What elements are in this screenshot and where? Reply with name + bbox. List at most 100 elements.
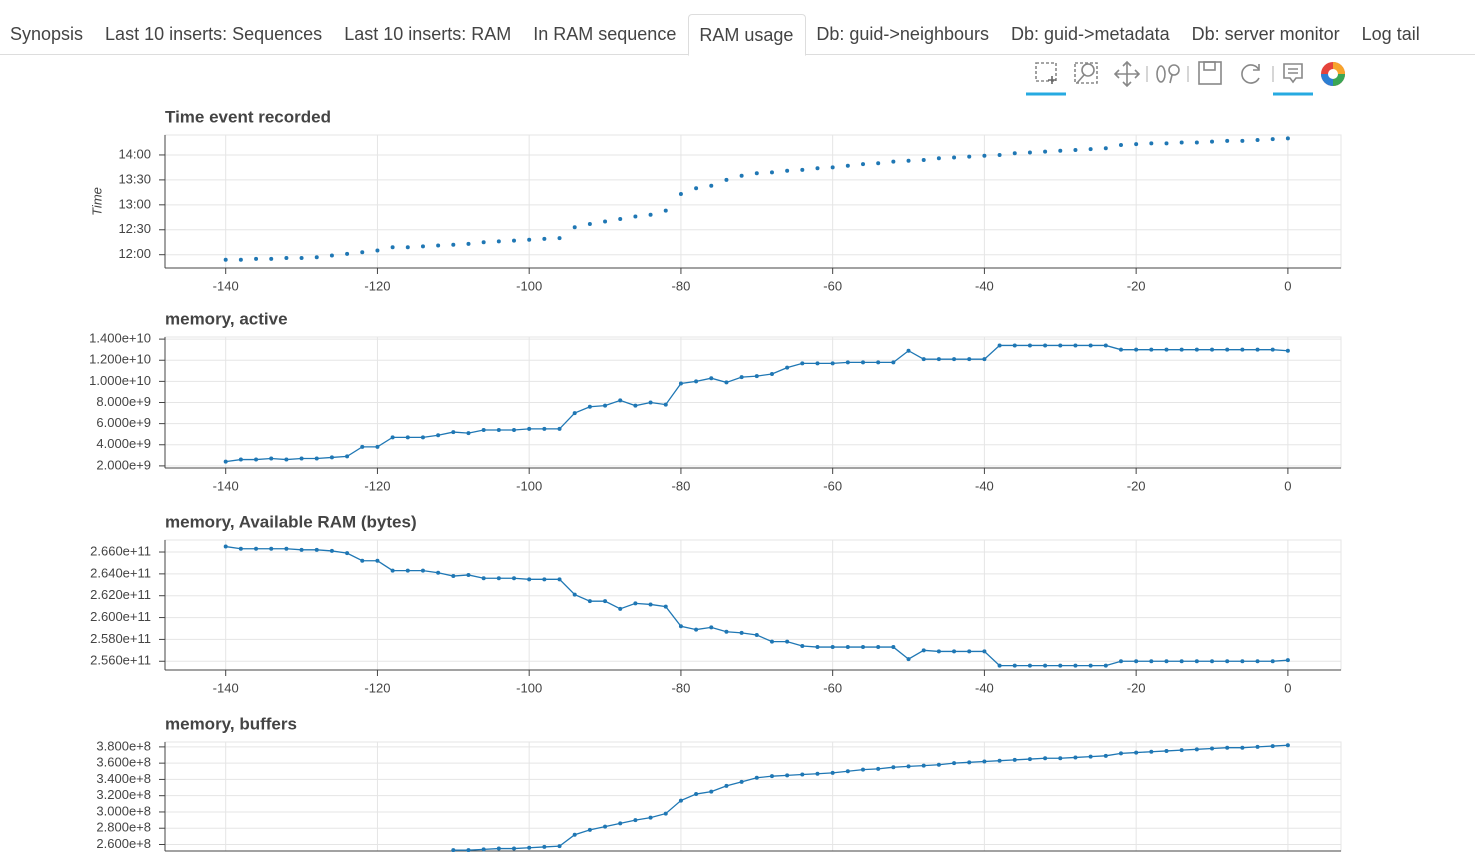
tab[interactable]: Log tail: [1361, 24, 1420, 44]
data-line: [453, 744, 1288, 851]
data-point: [678, 192, 683, 197]
data-point: [542, 844, 547, 849]
x-tick-label: 0: [1284, 478, 1291, 493]
data-point: [451, 848, 456, 852]
data-point: [1225, 659, 1230, 664]
tab[interactable]: Last 10 inserts: RAM: [344, 24, 512, 44]
hover-tool[interactable]: [1273, 63, 1313, 96]
data-point: [1149, 749, 1154, 754]
bokeh-logo[interactable]: [1321, 62, 1345, 86]
data-point: [1118, 142, 1123, 147]
tab[interactable]: Db: server monitor: [1191, 24, 1340, 44]
data-point: [329, 253, 334, 258]
data-point: [800, 361, 805, 366]
data-point: [876, 161, 881, 166]
tab[interactable]: Db: guid->neighbours: [816, 24, 989, 44]
data-point: [496, 846, 501, 851]
y-tick-label: 4.000e+9: [96, 436, 151, 451]
tab[interactable]: Synopsis: [10, 24, 84, 44]
chart-title: Time event recorded: [165, 107, 331, 126]
tab[interactable]: Db: guid->metadata: [1011, 24, 1170, 44]
x-tick-label: -40: [975, 278, 994, 293]
data-point: [1118, 659, 1123, 664]
data-point: [299, 256, 304, 261]
data-point: [1043, 149, 1048, 154]
data-point: [238, 546, 243, 551]
data-point: [997, 343, 1002, 348]
data-point: [648, 212, 653, 217]
data-point: [557, 236, 562, 241]
reset-tool[interactable]: [1241, 64, 1260, 84]
data-point: [314, 456, 319, 461]
data-point: [967, 154, 972, 159]
data-point: [1058, 148, 1063, 153]
y-tick-label: 13:00: [118, 196, 151, 211]
data-point: [512, 238, 517, 243]
data-point: [724, 783, 729, 788]
data-point: [329, 548, 334, 553]
data-point: [557, 426, 562, 431]
chart-title: memory, Available RAM (bytes): [165, 512, 417, 531]
y-tick-label: 2.000e+9: [96, 457, 151, 472]
data-point: [769, 371, 774, 376]
data-point: [1103, 146, 1108, 151]
data-point: [618, 821, 623, 826]
data-point: [603, 824, 608, 829]
chart-title: memory, buffers: [165, 714, 297, 733]
data-point: [390, 435, 395, 440]
save-tool[interactable]: [1198, 61, 1222, 85]
data-point: [360, 558, 365, 563]
tab[interactable]: RAM usage: [688, 14, 807, 56]
data-point: [466, 431, 471, 436]
x-tick-label: -80: [672, 278, 691, 293]
data-point: [1179, 140, 1184, 145]
data-point: [1088, 754, 1093, 759]
data-point: [1027, 343, 1032, 348]
x-tick-label: -40: [975, 680, 994, 695]
data-point: [815, 361, 820, 366]
data-point: [1255, 137, 1260, 142]
chart-title: memory, active: [165, 309, 288, 328]
data-point: [1270, 137, 1275, 142]
x-tick-label: -80: [672, 478, 691, 493]
data-point: [1194, 347, 1199, 352]
data-point: [785, 365, 790, 370]
data-point: [254, 546, 259, 551]
data-point: [1134, 142, 1139, 147]
data-point: [1255, 744, 1260, 749]
data-point: [1134, 750, 1139, 755]
data-point: [1164, 748, 1169, 753]
data-point: [1073, 663, 1078, 668]
data-point: [678, 798, 683, 803]
data-point: [527, 577, 532, 582]
y-tick-label: 12:00: [118, 246, 151, 261]
data-point: [845, 769, 850, 774]
data-point: [876, 766, 881, 771]
plot-frame: [164, 539, 1342, 671]
data-point: [1149, 659, 1154, 664]
tab[interactable]: In RAM sequence: [533, 24, 677, 44]
wheel-zoom-tool[interactable]: [1156, 64, 1180, 84]
data-point: [1103, 753, 1108, 758]
data-point: [952, 155, 957, 160]
box-zoom-tool[interactable]: [1074, 62, 1098, 84]
data-point: [345, 454, 350, 459]
data-point: [997, 758, 1002, 763]
y-tick-label: 1.000e+10: [89, 373, 151, 388]
data-point: [648, 815, 653, 820]
tab[interactable]: Last 10 inserts: Sequences: [105, 24, 323, 44]
data-point: [451, 574, 456, 579]
data-point: [830, 165, 835, 170]
data-point: [709, 376, 714, 381]
data-point: [466, 848, 471, 852]
pan-tool[interactable]: [1113, 60, 1141, 88]
box-select-tool[interactable]: [1026, 62, 1066, 96]
data-point: [1164, 347, 1169, 352]
data-point: [921, 357, 926, 362]
data-point: [451, 430, 456, 435]
y-tick-label: 3.800e+8: [96, 738, 151, 753]
data-point: [785, 168, 790, 173]
data-point: [876, 645, 881, 650]
data-point: [436, 433, 441, 438]
